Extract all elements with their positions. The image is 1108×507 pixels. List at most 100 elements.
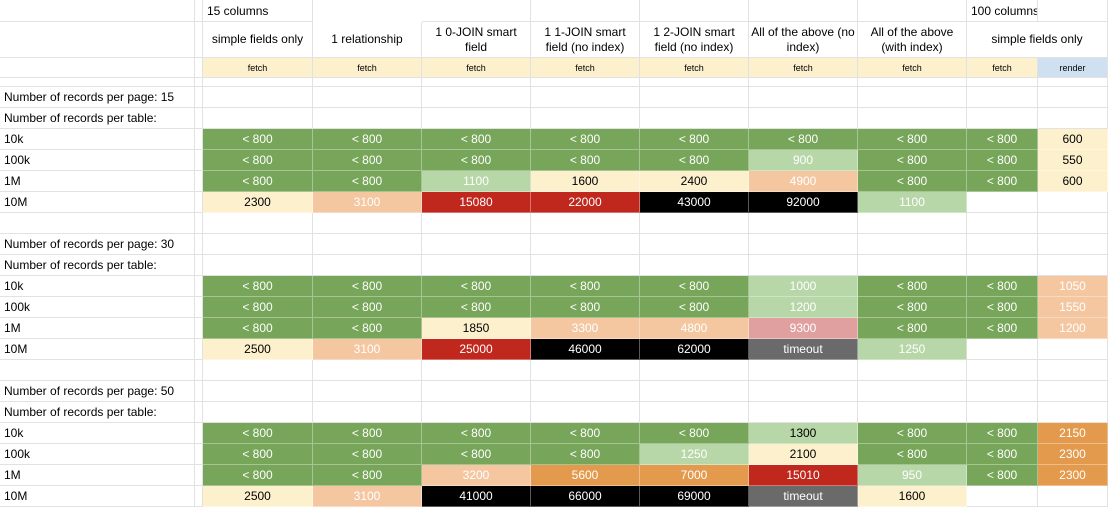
- table-cell[interactable]: < 800: [967, 129, 1038, 150]
- mode-fetch[interactable]: fetch: [531, 58, 640, 78]
- empty-cell[interactable]: [313, 402, 422, 423]
- empty-cell[interactable]: [313, 213, 422, 234]
- empty-cell[interactable]: [203, 234, 313, 255]
- table-cell[interactable]: < 800: [640, 129, 749, 150]
- spacer-cell[interactable]: [195, 0, 203, 22]
- row-label[interactable]: 10M: [0, 339, 195, 360]
- table-cell[interactable]: < 800: [422, 444, 531, 465]
- table-cell[interactable]: 9300: [749, 318, 858, 339]
- table-cell[interactable]: < 800: [531, 423, 640, 444]
- empty-cell[interactable]: [858, 360, 967, 381]
- empty-cell[interactable]: [195, 255, 203, 276]
- spacer-cell[interactable]: [195, 486, 203, 507]
- table-cell[interactable]: < 800: [313, 297, 422, 318]
- header-group-100-columns[interactable]: 100 columns: [967, 0, 1038, 22]
- column-header[interactable]: 1 relationship: [313, 22, 422, 58]
- empty-cell[interactable]: [422, 255, 531, 276]
- table-cell[interactable]: 69000: [640, 486, 749, 507]
- spacer-row-cell[interactable]: [313, 78, 422, 87]
- empty-cell[interactable]: [531, 234, 640, 255]
- table-cell[interactable]: [1038, 192, 1108, 213]
- table-cell[interactable]: < 800: [967, 444, 1038, 465]
- header-group-15-columns[interactable]: 15 columns: [203, 0, 313, 22]
- table-cell[interactable]: 3100: [313, 192, 422, 213]
- empty-cell[interactable]: [195, 234, 203, 255]
- table-cell[interactable]: 1100: [858, 192, 967, 213]
- row-label[interactable]: 10k: [0, 129, 195, 150]
- table-cell[interactable]: < 800: [203, 318, 313, 339]
- empty-cell[interactable]: [422, 360, 531, 381]
- table-cell[interactable]: 1100: [422, 171, 531, 192]
- empty-cell[interactable]: [640, 402, 749, 423]
- spacer-cell[interactable]: [195, 465, 203, 486]
- corner-cell[interactable]: [0, 0, 195, 22]
- empty-cell[interactable]: [749, 213, 858, 234]
- spacer-row-cell[interactable]: [203, 78, 313, 87]
- table-cell[interactable]: < 800: [858, 318, 967, 339]
- spacer-row-cell[interactable]: [422, 78, 531, 87]
- table-cell[interactable]: 46000: [531, 339, 640, 360]
- table-cell[interactable]: < 800: [531, 444, 640, 465]
- empty-cell[interactable]: [858, 255, 967, 276]
- empty-cell[interactable]: [640, 234, 749, 255]
- table-cell[interactable]: 7000: [640, 465, 749, 486]
- empty-cell[interactable]: [640, 108, 749, 129]
- table-cell[interactable]: timeout: [749, 339, 858, 360]
- table-cell[interactable]: < 800: [967, 171, 1038, 192]
- table-cell[interactable]: 62000: [640, 339, 749, 360]
- empty-cell[interactable]: [858, 381, 967, 402]
- table-cell[interactable]: < 800: [313, 444, 422, 465]
- table-cell[interactable]: [967, 339, 1038, 360]
- row-label-cell[interactable]: [0, 22, 195, 58]
- empty-cell[interactable]: [313, 87, 422, 108]
- empty-cell[interactable]: [422, 213, 531, 234]
- empty-cell[interactable]: [531, 108, 640, 129]
- table-cell[interactable]: [967, 192, 1038, 213]
- empty-cell[interactable]: [640, 213, 749, 234]
- empty-cell[interactable]: [531, 360, 640, 381]
- row-label-cell[interactable]: [0, 58, 195, 78]
- header-empty-cell[interactable]: [531, 0, 640, 22]
- table-cell[interactable]: < 800: [640, 297, 749, 318]
- empty-cell[interactable]: [967, 213, 1038, 234]
- table-cell[interactable]: < 800: [203, 444, 313, 465]
- empty-cell[interactable]: [967, 108, 1038, 129]
- empty-cell[interactable]: [858, 87, 967, 108]
- table-cell[interactable]: 4800: [640, 318, 749, 339]
- empty-cell[interactable]: [1038, 234, 1108, 255]
- empty-cell[interactable]: [1038, 87, 1108, 108]
- table-cell[interactable]: 900: [749, 150, 858, 171]
- empty-cell[interactable]: [203, 255, 313, 276]
- table-cell[interactable]: < 800: [531, 297, 640, 318]
- mode-fetch[interactable]: fetch: [203, 58, 313, 78]
- table-cell[interactable]: < 800: [531, 150, 640, 171]
- column-header[interactable]: All of the above (with index): [858, 22, 967, 58]
- header-empty-cell[interactable]: [749, 0, 858, 22]
- table-cell[interactable]: 1250: [858, 339, 967, 360]
- empty-cell[interactable]: [640, 381, 749, 402]
- table-cell[interactable]: 1600: [531, 171, 640, 192]
- column-header[interactable]: 1 0-JOIN smart field: [422, 22, 531, 58]
- table-cell[interactable]: 2300: [1038, 465, 1108, 486]
- table-cell[interactable]: 1000: [749, 276, 858, 297]
- mode-fetch[interactable]: fetch: [858, 58, 967, 78]
- table-cell[interactable]: 2150: [1038, 423, 1108, 444]
- table-cell[interactable]: < 800: [967, 318, 1038, 339]
- mode-fetch[interactable]: fetch: [422, 58, 531, 78]
- empty-cell[interactable]: [313, 234, 422, 255]
- empty-cell[interactable]: [313, 381, 422, 402]
- spacer-row-cell[interactable]: [0, 78, 195, 87]
- empty-cell[interactable]: [1038, 255, 1108, 276]
- spacer-cell[interactable]: [195, 339, 203, 360]
- table-cell[interactable]: < 800: [203, 297, 313, 318]
- empty-cell[interactable]: [531, 255, 640, 276]
- row-label[interactable]: 10k: [0, 276, 195, 297]
- column-header[interactable]: 1 2-JOIN smart field (no index): [640, 22, 749, 58]
- empty-cell[interactable]: [195, 381, 203, 402]
- empty-cell[interactable]: [0, 360, 195, 381]
- table-cell[interactable]: 15010: [749, 465, 858, 486]
- empty-cell[interactable]: [967, 234, 1038, 255]
- table-cell[interactable]: < 800: [531, 276, 640, 297]
- table-cell[interactable]: < 800: [967, 297, 1038, 318]
- table-cell[interactable]: 2100: [749, 444, 858, 465]
